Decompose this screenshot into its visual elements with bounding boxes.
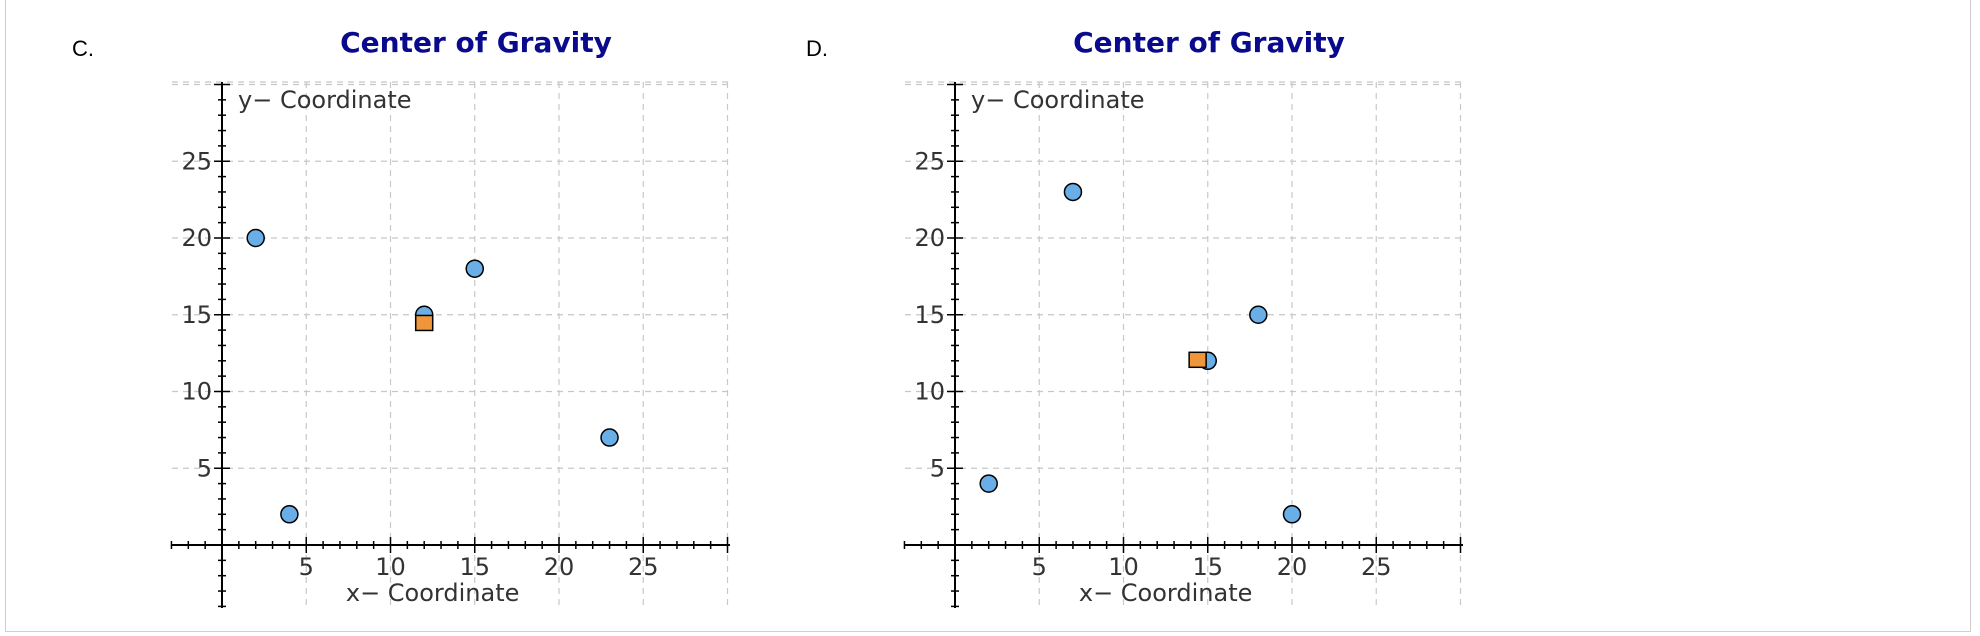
y-tick-label: 5 <box>197 454 212 482</box>
x-tick-label: 15 <box>459 553 490 581</box>
x-tick-label: 20 <box>1277 553 1308 581</box>
center-of-gravity-marker <box>414 314 434 332</box>
axis-ticks <box>903 83 1462 608</box>
grid-lines <box>172 81 730 608</box>
y-axis-label: y− Coordinate <box>238 86 412 114</box>
y-axis-label: y− Coordinate <box>971 86 1145 114</box>
panel-label-c: C. <box>72 36 94 61</box>
data-point <box>1063 182 1083 202</box>
y-tick-label: 10 <box>181 378 212 406</box>
y-tick-label: 10 <box>914 378 945 406</box>
y-tick-label: 5 <box>930 454 945 482</box>
y-tick-label: 20 <box>181 224 212 252</box>
chart-title: Center of Gravity <box>340 26 612 59</box>
x-axis-label: x− Coordinate <box>1079 579 1253 607</box>
x-tick-label: 10 <box>375 553 406 581</box>
y-tick-label: 25 <box>181 147 212 175</box>
data-point <box>465 259 484 278</box>
x-tick-label: 20 <box>544 553 575 581</box>
y-tick-label: 15 <box>181 301 212 329</box>
data-point <box>280 505 299 524</box>
y-tick-label: 15 <box>914 301 945 329</box>
data-point <box>1249 305 1268 324</box>
x-tick-label: 5 <box>1032 553 1047 581</box>
axis-ticks <box>170 83 729 608</box>
center-of-gravity-marker <box>1188 351 1207 369</box>
y-tick-label: 20 <box>914 224 945 252</box>
data-point <box>600 428 619 447</box>
grid-lines <box>905 81 1463 608</box>
y-tick-label: 25 <box>914 147 945 175</box>
figure-frame <box>5 0 1971 632</box>
x-tick-label: 5 <box>299 553 314 581</box>
x-tick-label: 10 <box>1108 553 1139 581</box>
panel-label-d: D. <box>806 36 828 61</box>
x-tick-label: 25 <box>628 553 659 581</box>
x-axis-label: x− Coordinate <box>346 579 520 607</box>
scatter-chart-c: 5 10 15 20 25 5 10 15 20 25 Center of Gravity y− Co… <box>170 26 730 608</box>
data-point <box>1282 505 1302 524</box>
x-tick-label: 15 <box>1192 553 1223 581</box>
x-tick-label: 25 <box>1361 553 1392 581</box>
data-point <box>246 228 265 248</box>
data-point <box>979 474 998 493</box>
chart-title: Center of Gravity <box>1073 26 1345 59</box>
